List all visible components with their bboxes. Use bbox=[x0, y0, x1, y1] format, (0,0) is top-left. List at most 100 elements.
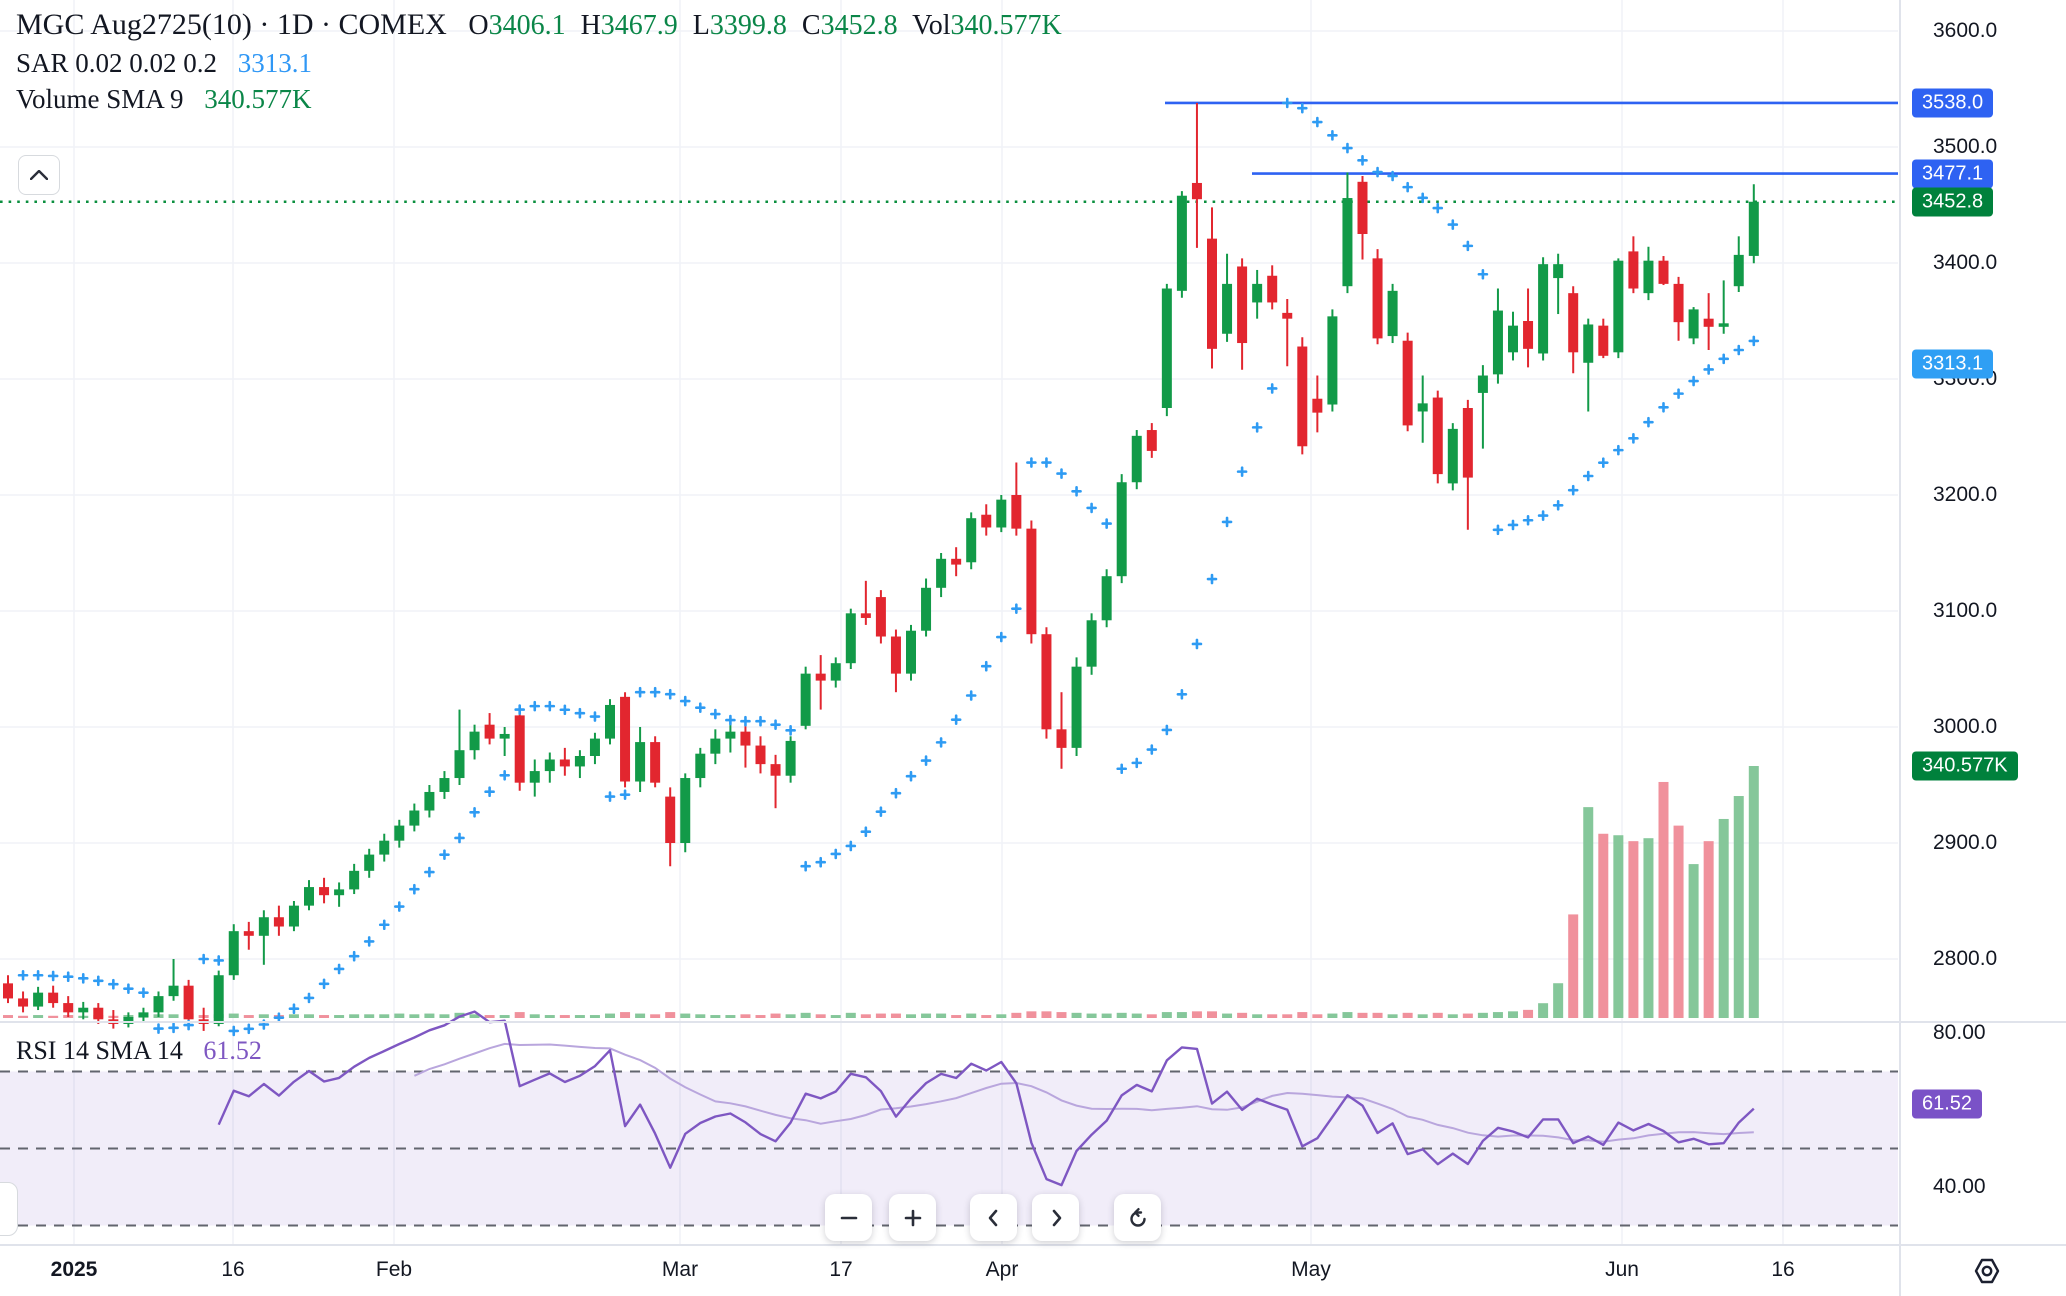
candle-body bbox=[1116, 482, 1127, 577]
rsi-legend[interactable]: RSI 14 SMA 14 61.52 bbox=[16, 1036, 262, 1065]
candle-body bbox=[228, 931, 239, 976]
candle-body bbox=[1312, 398, 1323, 413]
volume-value: 340.577K bbox=[204, 84, 312, 114]
volume-bar bbox=[740, 1014, 751, 1018]
volume-bar bbox=[1176, 1012, 1187, 1018]
candle-body bbox=[1748, 201, 1759, 256]
sar-legend[interactable]: SAR 0.02 0.02 0.2 3313.1 bbox=[16, 48, 313, 78]
volume-bar bbox=[33, 1015, 44, 1018]
volume-bar bbox=[304, 1014, 314, 1018]
candle-body bbox=[830, 663, 841, 681]
last-price-badge: 3452.8 bbox=[1912, 187, 1994, 217]
volume-bar bbox=[1688, 864, 1699, 1018]
candle-body bbox=[680, 778, 691, 843]
sar-dot bbox=[1056, 468, 1067, 479]
sar-dot bbox=[875, 806, 887, 817]
volume-bar bbox=[1101, 1013, 1112, 1018]
candle-body bbox=[1583, 324, 1594, 363]
sar-dot bbox=[1281, 97, 1293, 109]
sar-dot bbox=[138, 987, 149, 998]
candle-body bbox=[650, 742, 661, 783]
sar-dot bbox=[574, 707, 586, 719]
sar-dot bbox=[905, 770, 917, 782]
candle-body bbox=[1658, 260, 1669, 284]
sar-dot bbox=[1552, 499, 1564, 511]
sar-dot bbox=[32, 969, 44, 981]
volume-bar bbox=[288, 1014, 299, 1018]
price-tick-label: 2900.0 bbox=[1933, 831, 1998, 854]
sar-dot bbox=[1507, 519, 1519, 531]
sar-dot bbox=[1146, 744, 1158, 755]
sar-dot bbox=[740, 715, 751, 727]
volume-bar bbox=[1538, 1003, 1549, 1018]
sar-dot bbox=[935, 737, 947, 748]
plot-area bbox=[0, 0, 1898, 1244]
volume-bar bbox=[996, 1014, 1007, 1018]
candle-body bbox=[484, 724, 495, 739]
pane-edge-button[interactable] bbox=[0, 1182, 18, 1236]
candle-body bbox=[379, 840, 390, 855]
sar-dot bbox=[303, 992, 315, 1004]
volume-bar bbox=[981, 1015, 992, 1018]
candle-body bbox=[1508, 325, 1518, 353]
hexagon-nut-icon[interactable] bbox=[1972, 1256, 2002, 1291]
volume-bar bbox=[830, 1015, 841, 1018]
collapse-legend-button[interactable] bbox=[18, 155, 60, 195]
sar-dot bbox=[1688, 375, 1699, 387]
rsi-line bbox=[217, 1010, 1755, 1187]
candle-body bbox=[1237, 266, 1248, 344]
volume-bar bbox=[800, 1012, 811, 1018]
sar-dot bbox=[409, 883, 420, 895]
sar-dot bbox=[634, 686, 646, 698]
candle-body bbox=[514, 715, 525, 783]
volume-bar bbox=[1658, 781, 1669, 1018]
candle-body bbox=[424, 791, 435, 811]
sar-dot bbox=[168, 1022, 179, 1034]
zoom-out-button[interactable] bbox=[825, 1194, 872, 1241]
price-tick-label: 3600.0 bbox=[1933, 19, 1998, 42]
volume-bar bbox=[228, 1013, 239, 1018]
sar-dot bbox=[589, 711, 601, 722]
time-tick-label: Apr bbox=[985, 1258, 1019, 1281]
candle-body bbox=[1101, 576, 1112, 621]
candle-body bbox=[1387, 290, 1398, 337]
time-tick-label: 17 bbox=[829, 1258, 853, 1281]
sar-dot bbox=[1131, 757, 1143, 769]
candle-body bbox=[695, 753, 706, 779]
volume-bar bbox=[589, 1015, 600, 1018]
candle-body bbox=[589, 738, 600, 756]
sar-dot bbox=[378, 919, 390, 931]
candle-body bbox=[710, 738, 721, 754]
zoom-in-button[interactable] bbox=[889, 1194, 936, 1241]
reset-view-button[interactable] bbox=[1114, 1194, 1161, 1241]
volume-bar bbox=[1267, 1014, 1278, 1018]
volume-bar bbox=[1583, 807, 1594, 1018]
rsi-tick-label: 80.00 bbox=[1933, 1021, 1986, 1044]
sar-dot bbox=[484, 786, 495, 798]
sar-dot bbox=[47, 970, 59, 982]
volume-bar bbox=[1041, 1011, 1052, 1018]
volume-bar bbox=[1748, 766, 1759, 1018]
sar-dot bbox=[333, 963, 345, 975]
volume-bar bbox=[469, 1014, 480, 1018]
sar-dot bbox=[619, 789, 631, 800]
candle-body bbox=[1282, 312, 1293, 319]
sar-dot bbox=[1522, 514, 1534, 526]
candle-body bbox=[996, 499, 1007, 528]
scroll-right-button[interactable] bbox=[1032, 1194, 1079, 1241]
candle-body bbox=[1146, 430, 1157, 451]
scroll-left-button[interactable] bbox=[970, 1194, 1017, 1241]
candle-body bbox=[1026, 528, 1037, 635]
symbol-legend[interactable]: MGC Aug2725(10) · 1D · COMEX O3406.1 H34… bbox=[16, 8, 1062, 42]
candle-body bbox=[635, 742, 646, 782]
sar-dot bbox=[198, 953, 209, 965]
candle-body bbox=[1176, 195, 1187, 291]
sar-dot bbox=[679, 695, 691, 707]
sar-dot bbox=[17, 969, 29, 981]
sar-dot bbox=[424, 866, 435, 878]
sar-dot bbox=[1432, 202, 1444, 214]
volume-bar bbox=[439, 1014, 450, 1018]
volume-legend[interactable]: Volume SMA 9 340.577K bbox=[16, 84, 312, 114]
volume-bar bbox=[18, 1015, 29, 1018]
